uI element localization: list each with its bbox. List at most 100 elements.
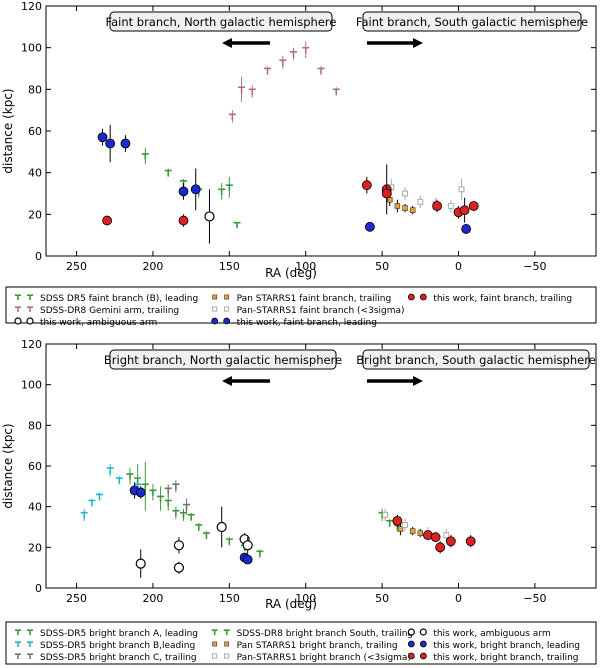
x-tick-label: 100 — [295, 260, 316, 273]
data-point — [202, 532, 210, 539]
series-7 — [129, 482, 253, 565]
point-open-circle — [242, 540, 253, 551]
point-square — [397, 526, 404, 532]
data-point — [445, 536, 456, 547]
legend-label: SDSS-DR8 bright branch South, trailing — [237, 629, 414, 639]
legend-marker — [224, 306, 230, 312]
point-circle — [364, 221, 375, 232]
point-circle — [445, 536, 456, 547]
point-circle — [430, 532, 441, 543]
legend-marker — [27, 653, 33, 659]
legend-marker — [15, 653, 21, 659]
legend-marker — [27, 641, 33, 647]
legend-marker — [419, 628, 427, 636]
point-circle — [407, 652, 415, 660]
data-point — [382, 511, 389, 518]
point-square — [417, 530, 424, 536]
data-point — [256, 550, 264, 557]
data-point — [264, 67, 272, 75]
point-open-circle — [419, 628, 427, 636]
y-tick-label: 0 — [35, 250, 42, 263]
data-point — [458, 186, 465, 193]
data-point — [361, 180, 372, 191]
point-open-square — [382, 511, 389, 518]
data-point — [290, 51, 297, 58]
x-tick-label: 50 — [375, 260, 389, 273]
legend-marker — [15, 306, 21, 312]
point-tri-down — [27, 629, 33, 635]
data-point — [392, 516, 403, 526]
point-circle — [461, 224, 472, 234]
point-open-square — [212, 306, 218, 312]
legend-marker — [419, 640, 427, 648]
data-point — [173, 562, 185, 573]
point-tri-down — [332, 88, 340, 95]
data-point — [435, 542, 446, 553]
legend-marker — [419, 652, 427, 660]
legend-entry: SDSS-DR5 bright branch B,leading — [15, 641, 195, 651]
point-circle — [435, 542, 446, 553]
legend-entry: Pan-STARRS1 bright branch (<3sigma) — [212, 653, 411, 663]
y-tick-label: 60 — [28, 125, 42, 138]
point-tri-down — [202, 532, 210, 539]
y-axis-label: distance (kpc) — [1, 88, 15, 173]
point-tri-down — [183, 503, 191, 511]
data-point — [417, 530, 424, 536]
point-tri-down — [195, 524, 203, 531]
legend-label: this work, bright branch, trailing — [433, 653, 578, 663]
legend-label: this work, bright branch, leading — [433, 641, 580, 651]
point-tri-down — [106, 467, 114, 474]
data-point — [248, 88, 256, 95]
data-point — [432, 201, 443, 211]
point-tri-down — [223, 629, 230, 635]
arrow-right-icon — [413, 376, 423, 386]
point-tri-down — [225, 538, 233, 545]
legend-marker — [407, 652, 415, 660]
legend-marker — [407, 640, 415, 648]
data-point — [88, 499, 96, 507]
data-point — [126, 473, 134, 480]
y-axis-label: distance (kpc) — [1, 423, 15, 508]
legend-entry: this work, ambiguous arm — [407, 628, 551, 639]
legend-label: SDSS-DR5 bright branch A, leading — [40, 629, 198, 639]
x-tick-label: 200 — [142, 260, 163, 273]
point-tri-down — [290, 51, 297, 58]
legend-marker — [212, 653, 218, 659]
data-point — [242, 554, 253, 565]
point-tri-down — [157, 495, 165, 503]
data-point — [106, 467, 114, 474]
y-tick-label: 40 — [28, 167, 42, 180]
legend-marker — [224, 641, 230, 647]
point-tri-down — [15, 306, 21, 312]
series-8 — [392, 514, 476, 554]
legend-entry: SDSS-DR5 bright branch A, leading — [15, 629, 198, 639]
legend-label: Pan-STARRS1 bright branch (<3sigma) — [237, 653, 411, 663]
arrow-left-icon — [222, 38, 232, 48]
point-open-square — [402, 190, 408, 197]
legend-entry: Pan STARRS1 bright branch, trailing — [212, 641, 398, 651]
point-square — [409, 528, 416, 534]
legend-marker — [14, 317, 22, 325]
legend-label: SDSS DR5 faint branch (B), leading — [40, 294, 198, 304]
legend-label: Pan STARRS1 faint branch, trailing — [237, 294, 392, 304]
annotation-text: Bright branch, North galactic hemisphere — [104, 353, 342, 367]
legend-marker — [407, 628, 415, 636]
data-point — [135, 487, 146, 498]
annotation-frame — [109, 11, 333, 32]
point-circle — [223, 317, 231, 325]
x-tick-label: 0 — [455, 592, 462, 605]
data-point — [178, 186, 189, 197]
point-open-circle — [14, 317, 22, 325]
point-open-square — [224, 653, 230, 659]
point-tri-down — [15, 653, 21, 659]
data-point — [386, 520, 394, 527]
legend-marker — [26, 317, 34, 325]
point-circle — [178, 186, 189, 197]
annotation-frame — [109, 349, 337, 370]
data-point — [409, 207, 416, 213]
annotation-text: Bright branch, South galactic hemisphere — [356, 353, 596, 367]
point-tri-down — [88, 499, 96, 507]
legend-entry: SDSS-DR5 bright branch C, trailing — [15, 653, 197, 663]
y-tick-label: 60 — [28, 460, 42, 473]
data-point — [242, 540, 253, 551]
